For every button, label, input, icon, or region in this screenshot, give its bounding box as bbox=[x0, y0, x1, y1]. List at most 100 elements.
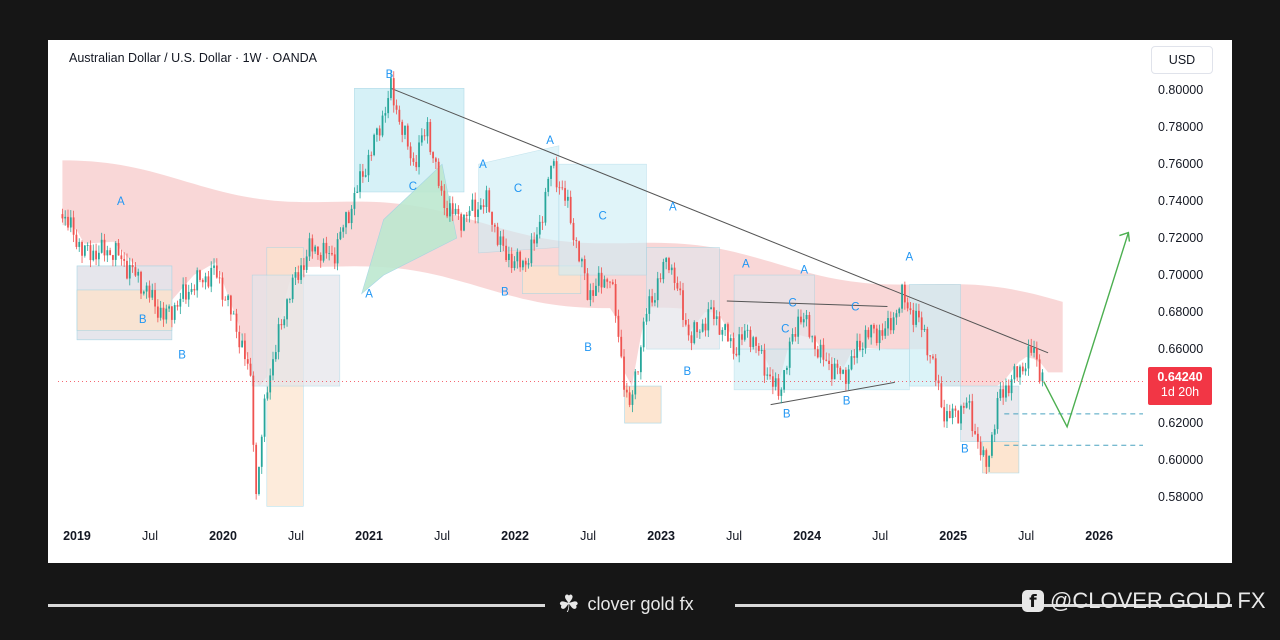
candle-body bbox=[538, 221, 541, 235]
candle-body bbox=[1027, 346, 1030, 369]
candle-body bbox=[229, 295, 232, 315]
candle-body bbox=[589, 290, 592, 300]
candle-body bbox=[586, 273, 589, 300]
candle-body bbox=[513, 261, 516, 268]
candle-body bbox=[336, 239, 339, 264]
candle-body bbox=[519, 251, 522, 268]
candle-body bbox=[544, 191, 547, 223]
x-tick-label: 2023 bbox=[647, 529, 675, 543]
candle-body bbox=[929, 355, 932, 357]
candle-body bbox=[805, 314, 808, 320]
candle-body bbox=[72, 217, 75, 235]
candle-body bbox=[926, 328, 929, 356]
candle-body bbox=[187, 291, 190, 300]
forecast-arrowhead bbox=[1119, 231, 1131, 242]
price-chart[interactable]: B A B B A C A B C A B C A B A B C C A B C A B 0.80000 0.78000 0.7… bbox=[48, 40, 1232, 563]
wave-label-a: A bbox=[117, 196, 125, 208]
x-tick-label: 2022 bbox=[501, 529, 529, 543]
candle-body bbox=[617, 315, 620, 337]
candle-body bbox=[331, 253, 333, 255]
candle-body bbox=[308, 238, 311, 257]
candle-body bbox=[777, 378, 780, 396]
candle-body bbox=[302, 265, 305, 270]
candle-body bbox=[381, 115, 384, 136]
candle-body bbox=[988, 455, 991, 467]
wave-label-a: A bbox=[479, 159, 487, 171]
candle-body bbox=[266, 392, 269, 399]
candle-body bbox=[960, 406, 962, 424]
candle-body bbox=[856, 340, 859, 358]
candle-body bbox=[235, 313, 238, 332]
candle-body bbox=[867, 329, 870, 338]
candle-body bbox=[755, 337, 757, 346]
candle-body bbox=[134, 267, 137, 276]
wave-label-c: C bbox=[514, 183, 522, 195]
candle-body bbox=[536, 234, 538, 244]
candle-body bbox=[800, 316, 802, 323]
candle-body bbox=[485, 190, 488, 208]
candle-body bbox=[258, 466, 260, 495]
candle-body bbox=[404, 125, 406, 135]
candle-body bbox=[802, 319, 805, 323]
candle-body bbox=[201, 279, 204, 283]
candle-body bbox=[151, 290, 154, 298]
candle-body bbox=[241, 340, 244, 348]
candle-body bbox=[171, 306, 173, 320]
candle-body bbox=[884, 328, 887, 336]
candle-body bbox=[207, 276, 210, 287]
candle-body bbox=[965, 402, 968, 408]
candle-body bbox=[510, 253, 513, 268]
candle-body bbox=[454, 208, 457, 215]
candle-body bbox=[109, 250, 112, 256]
candle-body bbox=[263, 398, 266, 437]
candle-body bbox=[204, 276, 207, 283]
candle-body bbox=[364, 175, 367, 177]
candle-body bbox=[218, 277, 221, 279]
candle-body bbox=[741, 334, 743, 340]
wave-label-c: C bbox=[409, 181, 417, 193]
candle-body bbox=[145, 285, 148, 292]
candle-body bbox=[196, 270, 199, 291]
candle-body bbox=[859, 340, 861, 350]
y-tick-label: 0.68000 bbox=[1158, 305, 1203, 319]
candle-body bbox=[131, 264, 134, 268]
candle-body bbox=[569, 196, 572, 223]
candle-body bbox=[665, 258, 668, 262]
candle-body bbox=[185, 284, 187, 300]
candle-body bbox=[1021, 366, 1024, 372]
candle-body bbox=[639, 347, 642, 373]
wave-label-b: B bbox=[584, 342, 592, 354]
candle-body bbox=[541, 221, 544, 223]
candle-body bbox=[715, 316, 718, 319]
currency-button[interactable]: USD bbox=[1151, 46, 1213, 74]
candle-body bbox=[252, 375, 255, 445]
candle-body bbox=[909, 308, 912, 311]
forecast-path bbox=[1043, 232, 1130, 429]
candle-body bbox=[328, 253, 331, 254]
candle-body bbox=[333, 254, 336, 264]
candle-body bbox=[743, 330, 746, 340]
candle-body bbox=[367, 154, 370, 176]
candle-body bbox=[788, 341, 791, 368]
candle-body bbox=[597, 272, 600, 286]
x-tick-label: Jul bbox=[1018, 529, 1034, 543]
band-gray-5 bbox=[960, 385, 1020, 442]
candle-body bbox=[468, 210, 471, 216]
candle-body bbox=[996, 398, 999, 430]
y-tick-label: 0.62000 bbox=[1158, 416, 1203, 430]
candle-body bbox=[255, 444, 258, 495]
candle-body bbox=[614, 284, 617, 316]
candle-body bbox=[493, 224, 496, 227]
candle-body bbox=[575, 240, 578, 242]
candle-body bbox=[853, 356, 856, 358]
candle-body bbox=[968, 401, 971, 403]
candle-body bbox=[830, 363, 833, 380]
candle-body bbox=[347, 212, 350, 224]
candle-body bbox=[440, 185, 443, 191]
bar-countdown: 1d 20h bbox=[1160, 385, 1200, 399]
candle-body bbox=[297, 272, 300, 280]
x-tick-label: 2024 bbox=[793, 529, 821, 543]
candle-body bbox=[634, 371, 637, 395]
candle-body bbox=[244, 340, 246, 360]
wave-label-a: A bbox=[669, 201, 677, 213]
